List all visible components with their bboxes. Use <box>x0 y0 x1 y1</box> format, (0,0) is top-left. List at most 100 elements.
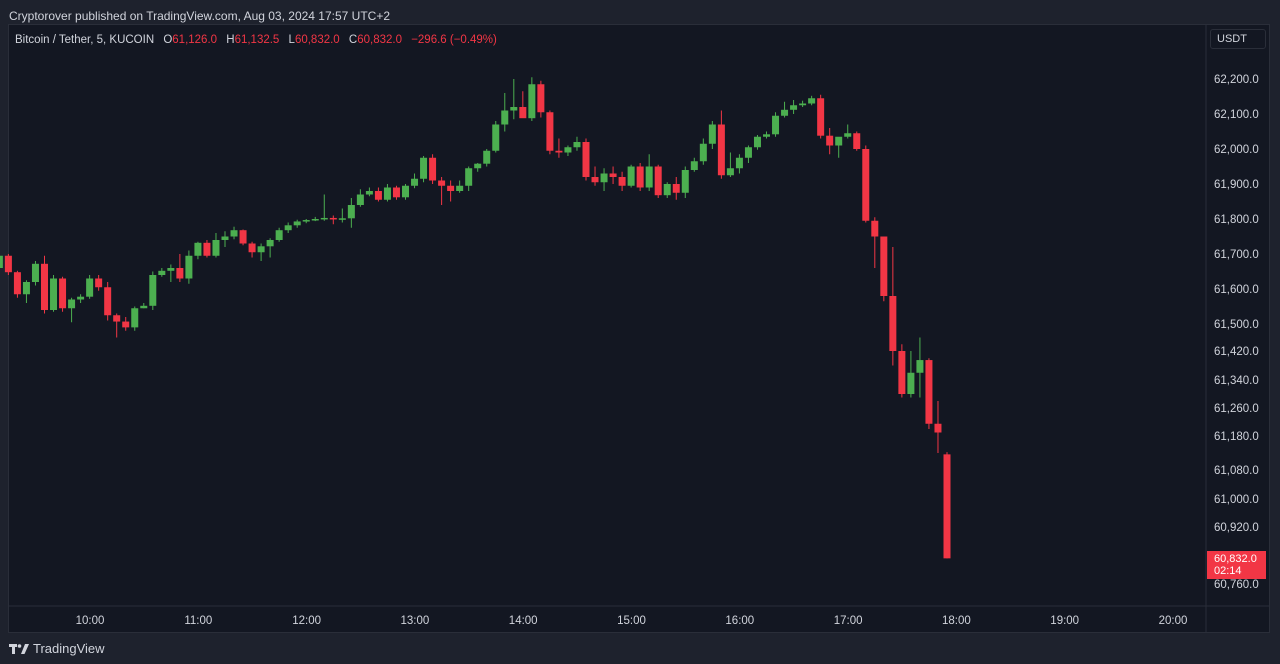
brand-name: TradingView <box>33 641 105 656</box>
candle-body <box>708 124 716 144</box>
symbol-title[interactable]: Bitcoin / Tether, 5, KUCOIN <box>15 34 155 46</box>
candle <box>0 255 3 268</box>
candle <box>862 145 870 223</box>
candle-body <box>104 287 112 316</box>
candle <box>880 236 888 302</box>
candle-body <box>456 185 464 191</box>
candle <box>546 110 554 155</box>
candle <box>149 271 157 310</box>
time-tick-label: 12:00 <box>292 615 321 627</box>
close-label: C <box>348 34 358 46</box>
candle-body <box>925 360 933 424</box>
candle <box>447 180 455 202</box>
candle <box>284 222 292 233</box>
candle-body <box>835 136 843 146</box>
candle <box>59 276 67 312</box>
time-tick-label: 13:00 <box>401 615 430 627</box>
candle <box>311 216 319 222</box>
candle-body <box>591 177 599 183</box>
candle <box>699 138 707 165</box>
candle <box>402 184 409 200</box>
change-value: −296.6 (−0.49%) <box>411 34 497 46</box>
candle-body <box>853 133 861 149</box>
open-value: 61,126.0 <box>172 34 218 46</box>
candle-body <box>185 255 193 279</box>
candle <box>41 255 48 314</box>
candle <box>365 187 373 197</box>
candle <box>113 313 121 338</box>
candle <box>77 294 85 303</box>
price-tick-label: 61,420.0 <box>1214 346 1259 358</box>
price-tick-label: 61,700.0 <box>1214 249 1259 261</box>
time-tick-label: 18:00 <box>942 615 971 627</box>
candle <box>537 80 545 118</box>
candle-body <box>699 143 707 162</box>
candle-body <box>176 268 184 279</box>
candle-body <box>735 157 743 169</box>
candle-body <box>68 299 76 309</box>
price-tick-label: 61,340.0 <box>1214 375 1259 387</box>
candle <box>817 94 825 139</box>
candle <box>212 233 220 258</box>
candle-body <box>149 275 157 306</box>
candle <box>790 100 798 114</box>
candle <box>31 261 39 286</box>
candle <box>95 275 103 291</box>
price-tick-label: 61,600.0 <box>1214 284 1259 296</box>
candle-body <box>763 134 770 137</box>
candle-body <box>862 149 870 221</box>
candle-body <box>537 84 545 113</box>
candle <box>826 128 834 155</box>
candle-body <box>158 270 166 275</box>
candle-body <box>600 173 608 183</box>
candle <box>925 358 933 429</box>
candle <box>50 275 58 312</box>
published-info: Cryptorover published on TradingView.com… <box>9 9 391 23</box>
candle <box>474 163 482 172</box>
candle <box>591 166 599 186</box>
chart-panel[interactable] <box>8 24 1270 633</box>
price-tick-label: 61,080.0 <box>1214 465 1259 477</box>
candle <box>564 145 572 156</box>
candle-body <box>365 191 373 195</box>
candle-body <box>744 147 752 158</box>
candle <box>293 219 301 228</box>
candle <box>654 164 662 198</box>
candle <box>717 110 725 179</box>
candle <box>555 138 563 158</box>
candle <box>13 270 21 298</box>
candle-body <box>347 205 355 219</box>
price-tick-label: 60,760.0 <box>1214 579 1259 591</box>
candle <box>618 171 626 191</box>
candle <box>420 156 428 183</box>
brand[interactable]: TradingView <box>9 641 105 656</box>
candle <box>501 93 509 132</box>
candle <box>528 77 536 121</box>
candle-body <box>293 221 301 226</box>
candle <box>194 241 202 260</box>
candle <box>248 241 256 258</box>
candle <box>943 452 951 559</box>
candle-body <box>311 219 319 221</box>
candle-body <box>717 124 725 176</box>
time-tick-label: 10:00 <box>76 615 105 627</box>
candle <box>772 112 780 137</box>
candle <box>636 163 644 191</box>
candle <box>86 275 94 299</box>
currency-selector[interactable]: USDT <box>1210 29 1266 49</box>
candle <box>239 229 247 246</box>
time-tick-label: 11:00 <box>184 615 212 627</box>
price-tick-label: 61,900.0 <box>1214 179 1259 191</box>
candle-body <box>402 185 409 198</box>
candle-body <box>672 184 680 193</box>
tradingview-logo-icon <box>9 643 29 654</box>
candle <box>257 243 265 261</box>
price-tick-label: 62,100.0 <box>1214 109 1259 121</box>
candle-body <box>0 255 3 268</box>
candle-body <box>871 220 879 237</box>
low-value: 60,832.0 <box>294 34 340 46</box>
high-value: 61,132.5 <box>234 34 280 46</box>
candle <box>609 166 617 184</box>
candle-body <box>284 225 292 231</box>
